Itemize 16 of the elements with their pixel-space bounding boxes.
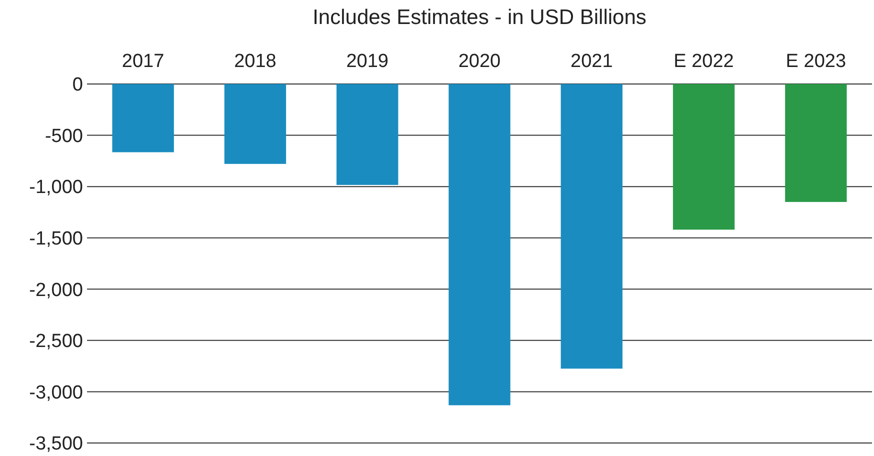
x-tick-label: 2017: [122, 51, 164, 72]
x-tick-label: 2021: [570, 51, 613, 72]
y-tick-label: -1,500: [29, 228, 83, 250]
y-tick-label: -2,000: [29, 280, 83, 301]
y-tick-label: -500: [44, 126, 83, 147]
y-tick-label: -3,500: [29, 434, 83, 455]
x-tick-label: 2018: [234, 51, 276, 72]
y-tick-label: -2,500: [29, 331, 83, 352]
y-tick-label: -3,000: [29, 382, 83, 404]
x-tick-label: E 2022: [674, 51, 734, 72]
y-tick-label: 0: [72, 74, 83, 96]
y-tick-label: -1,000: [29, 177, 83, 198]
x-tick-label: 2019: [346, 51, 388, 72]
x-tick-label: 2020: [458, 51, 501, 72]
x-tick-label: E 2023: [786, 51, 846, 72]
chart-title: Includes Estimates - in USD Billions: [312, 6, 646, 29]
